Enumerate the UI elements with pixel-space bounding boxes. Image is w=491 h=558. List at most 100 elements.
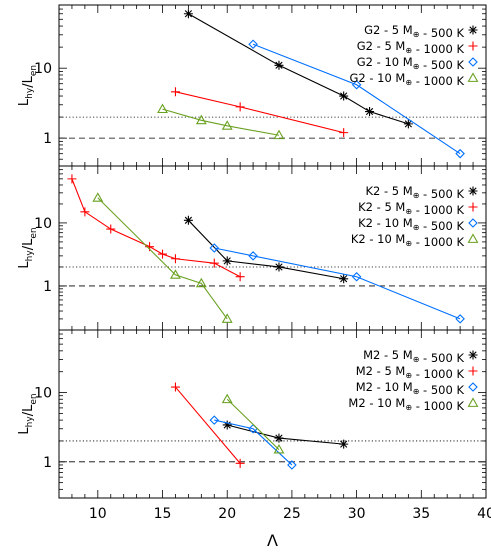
y-tick-label: 1 <box>43 279 52 295</box>
data-point <box>339 274 349 284</box>
data-point <box>222 256 232 266</box>
data-point <box>248 251 258 261</box>
series-line <box>162 108 280 136</box>
x-tick-label: 40 <box>477 506 491 522</box>
data-point <box>235 458 245 468</box>
data-point <box>221 393 233 404</box>
legend-marker <box>468 218 478 228</box>
legend-label: G2 - 5 M⊕ - 1000 K <box>357 39 465 56</box>
legend-marker <box>468 186 478 196</box>
series-line <box>97 197 228 320</box>
legend: K2 - 5 M⊕ - 500 KK2 - 5 M⊕ - 1000 KK2 - … <box>351 184 479 249</box>
series-line <box>214 247 461 320</box>
legend-marker <box>468 57 478 67</box>
data-point <box>183 9 193 19</box>
legend-label: K2 - 10 M⊕ - 500 K <box>358 216 464 233</box>
y-axis-label: Lhy/Len <box>17 393 39 434</box>
y-axis-label: Lhy/Len <box>17 227 39 268</box>
legend-marker <box>468 366 478 376</box>
svg-text:Lhy/Len: Lhy/Len <box>17 393 39 434</box>
legend-label: K2 - 10 M⊕ - 1000 K <box>351 232 465 249</box>
legend: G2 - 5 M⊕ - 500 KG2 - 5 M⊕ - 1000 KG2 - … <box>349 23 479 88</box>
data-point <box>183 215 193 225</box>
data-point <box>351 271 362 282</box>
data-point <box>222 420 232 430</box>
data-point <box>221 120 233 130</box>
legend-label: K2 - 5 M⊕ - 500 K <box>365 184 464 201</box>
legend-label: K2 - 5 M⊕ - 1000 K <box>358 200 464 217</box>
series-line <box>252 43 461 155</box>
series-line <box>71 178 241 278</box>
y-axis-label: Lhy/Len <box>17 65 39 106</box>
data-point <box>274 60 284 70</box>
legend-label: G2 - 10 M⊕ - 1000 K <box>349 71 464 88</box>
data-point <box>221 313 233 323</box>
data-point <box>403 119 413 129</box>
legend-marker <box>468 350 478 360</box>
data-point <box>106 224 116 234</box>
legend-label: M2 - 10 M⊕ - 500 K <box>356 380 465 397</box>
series-group <box>170 382 349 470</box>
data-point <box>248 39 258 50</box>
data-point <box>170 269 181 279</box>
data-point <box>274 262 284 272</box>
legend-marker <box>467 233 479 243</box>
y-tick-label: 1 <box>43 455 52 471</box>
data-point <box>273 129 285 140</box>
data-point <box>80 207 90 217</box>
data-point <box>92 192 104 202</box>
y-tick-label: 10 <box>34 216 52 232</box>
x-axis-label: Λ <box>267 531 278 550</box>
x-tick-label: 25 <box>283 506 301 522</box>
data-point <box>235 272 245 282</box>
data-point <box>455 148 465 159</box>
data-point <box>195 277 207 288</box>
legend-label: G2 - 10 M⊕ - 500 K <box>357 55 465 72</box>
data-point <box>274 433 284 443</box>
data-point <box>157 103 168 114</box>
data-point <box>170 87 180 97</box>
y-tick-label: 10 <box>34 386 52 402</box>
data-point <box>209 243 220 253</box>
x-tick-label: 30 <box>348 506 366 522</box>
series-line <box>175 91 344 134</box>
legend-marker <box>468 41 478 51</box>
legend-label: M2 - 5 M⊕ - 500 K <box>363 348 464 365</box>
data-point <box>339 91 349 101</box>
data-point <box>287 460 297 470</box>
data-point <box>273 443 285 454</box>
data-point <box>209 258 219 268</box>
legend-marker <box>468 25 478 35</box>
series-group <box>67 174 465 324</box>
data-point <box>339 128 349 138</box>
legend-label: G2 - 5 M⊕ - 500 K <box>364 23 464 40</box>
legend-marker <box>467 72 479 82</box>
svg-text:Lhy/Len: Lhy/Len <box>17 65 39 106</box>
data-point <box>170 382 180 392</box>
legend-label: M2 - 5 M⊕ - 1000 K <box>356 364 465 381</box>
panel-3: 1 10 10 15 20 25 30 35 40 Lhy/Len M2 - 5 M⊕ - 500 … <box>17 329 491 550</box>
legend-marker <box>468 382 478 392</box>
data-point <box>67 174 77 184</box>
data-point <box>235 102 245 112</box>
legend-label: M2 - 10 M⊕ - 1000 K <box>348 396 464 413</box>
data-point <box>170 254 180 264</box>
data-point <box>195 114 207 125</box>
x-tick-label: 10 <box>89 506 107 522</box>
y-tick-label: 1 <box>43 131 52 147</box>
data-point <box>209 415 220 425</box>
y-tick-label: 10 <box>34 61 52 77</box>
legend: M2 - 5 M⊕ - 500 KM2 - 5 M⊕ - 1000 KM2 - … <box>348 348 479 413</box>
data-point <box>365 107 375 117</box>
data-point <box>455 314 465 324</box>
svg-text:Lhy/Len: Lhy/Len <box>17 227 39 268</box>
series-line <box>187 219 344 280</box>
x-tick-label: 15 <box>154 506 172 522</box>
series-line <box>175 386 241 464</box>
x-tick-label: 20 <box>218 506 236 522</box>
plot-frame <box>58 329 487 499</box>
x-tick-label: 35 <box>412 506 430 522</box>
